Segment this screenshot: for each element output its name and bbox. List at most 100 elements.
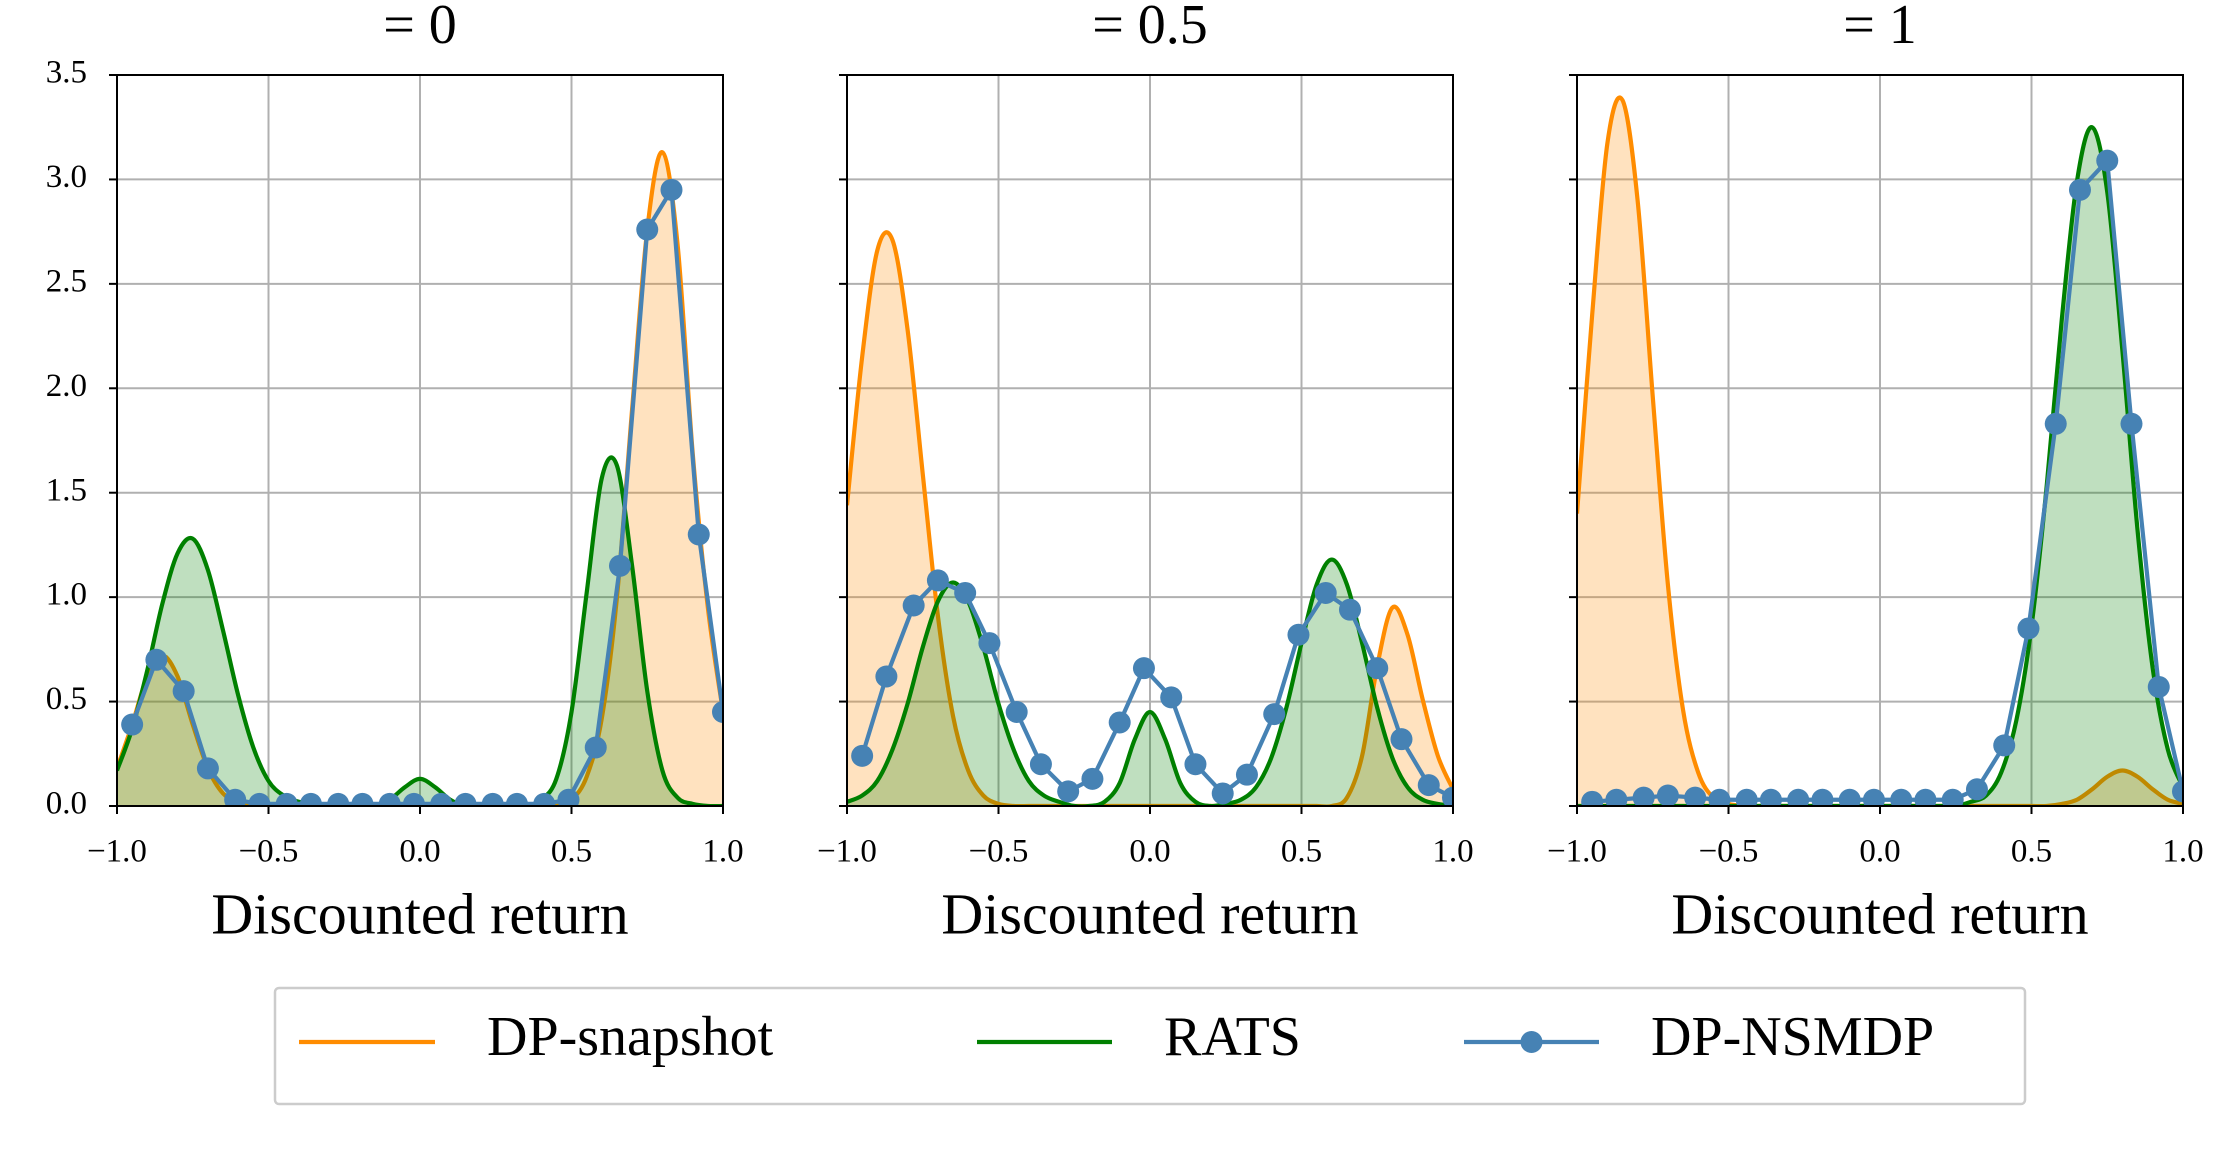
marker: [1390, 728, 1413, 751]
marker: [481, 792, 504, 806]
y-tick-label: 3.5: [46, 55, 87, 91]
marker: [1941, 788, 1964, 806]
y-tick-label: 2.0: [46, 368, 87, 404]
x-tick-label: 0.5: [551, 834, 592, 870]
area: [847, 559, 1453, 806]
marker: [1838, 788, 1861, 806]
area: [847, 232, 1453, 806]
marker: [875, 665, 898, 688]
x-tick-label: 0.0: [1129, 834, 1170, 870]
marker: [327, 792, 350, 806]
marker: [1442, 786, 1453, 806]
marker: [299, 792, 322, 806]
marker: [378, 792, 401, 806]
marker: [1811, 788, 1834, 806]
x-axis-label: Discounted return: [1671, 881, 2088, 946]
chart-title: = 0.5: [1092, 0, 1208, 56]
series-line: [847, 230, 1453, 806]
x-tick-label: 0.5: [1281, 834, 1322, 870]
legend-label: DP-snapshot: [487, 1006, 774, 1068]
area: [1577, 97, 2183, 806]
plot-area: [1577, 95, 2183, 806]
marker: [1787, 788, 1810, 806]
x-tick-label: 1.0: [1432, 834, 1473, 870]
legend-marker: [1520, 1031, 1543, 1053]
marker: [248, 792, 271, 806]
marker: [2172, 780, 2183, 803]
marker: [1287, 623, 1310, 646]
marker: [1338, 598, 1361, 621]
marker: [224, 788, 247, 806]
marker: [978, 632, 1001, 655]
marker: [1235, 763, 1258, 786]
marker: [608, 554, 631, 577]
x-tick-label: −0.5: [969, 834, 1029, 870]
x-tick-label: 0.0: [399, 834, 440, 870]
marker: [2147, 675, 2170, 698]
x-tick-label: 1.0: [2162, 834, 2203, 870]
marker: [145, 648, 168, 671]
x-tick-label: 1.0: [702, 834, 743, 870]
axes-frame: [1576, 74, 2184, 807]
y-tick-label: 0.5: [46, 681, 87, 717]
marker: [1656, 784, 1679, 806]
marker: [351, 792, 374, 806]
marker: [1581, 790, 1604, 806]
y-tick-label: 1.0: [46, 577, 87, 613]
marker: [2044, 412, 2067, 435]
marker: [557, 788, 580, 806]
marker: [1632, 786, 1655, 806]
marker: [430, 792, 453, 806]
marker: [1211, 782, 1234, 805]
y-tick-label: 1.5: [46, 472, 87, 508]
marker: [1417, 774, 1440, 797]
y-tick-label: 2.5: [46, 263, 87, 299]
marker: [636, 218, 659, 241]
series-line: [1577, 125, 2183, 806]
marker: [1862, 788, 1885, 806]
marker: [2120, 412, 2143, 435]
legend-label: RATS: [1164, 1006, 1301, 1068]
x-tick-label: −0.5: [1699, 834, 1759, 870]
marker: [926, 569, 949, 592]
y-tick-label: 0.0: [46, 786, 87, 822]
marker: [2017, 617, 2040, 640]
y-tick-label: 3.0: [46, 159, 87, 195]
chart-title: = 1: [1843, 0, 1917, 56]
marker: [402, 792, 425, 806]
x-tick-label: −1.0: [817, 834, 877, 870]
marker: [121, 713, 144, 736]
series-line: [117, 455, 723, 806]
axes-frame: [846, 74, 1454, 807]
chart-title: = 0: [383, 0, 457, 56]
marker: [1160, 686, 1183, 709]
marker: [851, 744, 874, 767]
marker: [1108, 711, 1131, 734]
marker: [533, 792, 556, 806]
marker: [1184, 753, 1207, 776]
x-axis-label: Discounted return: [941, 881, 1358, 946]
marker: [1684, 786, 1707, 806]
marker: [1314, 581, 1337, 604]
marker: [2096, 149, 2119, 172]
marker: [1759, 788, 1782, 806]
area: [117, 152, 723, 806]
axes-frame: [116, 74, 724, 807]
marker: [1914, 788, 1937, 806]
marker: [196, 757, 219, 780]
marker: [505, 792, 528, 806]
marker: [584, 736, 607, 759]
marker: [1965, 778, 1988, 801]
x-tick-label: −1.0: [87, 834, 147, 870]
marker: [1605, 788, 1628, 806]
marker: [954, 581, 977, 604]
x-tick-label: 0.5: [2011, 834, 2052, 870]
legend-label: DP-NSMDP: [1651, 1006, 1934, 1068]
marker: [1708, 788, 1731, 806]
marker: [1263, 703, 1286, 726]
marker: [902, 594, 925, 617]
x-tick-label: −0.5: [239, 834, 299, 870]
marker: [1735, 788, 1758, 806]
